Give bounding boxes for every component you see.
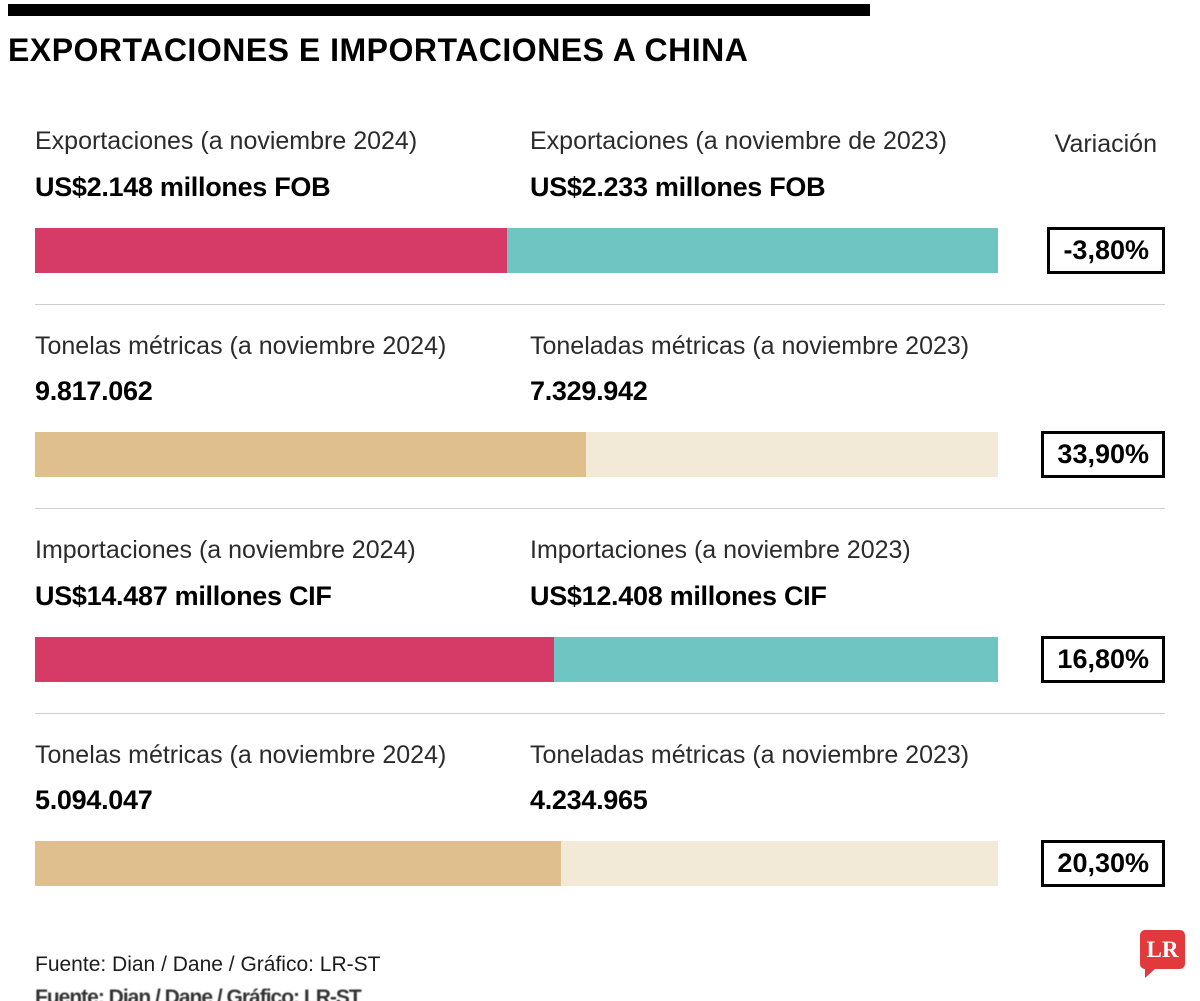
value-2024: US$14.487 millones CIF (35, 580, 332, 611)
bar-line: 20,30% (35, 840, 1165, 887)
bar-line: 16,80% (35, 635, 1165, 683)
chart-row: Importaciones (a noviembre 2024) US$14.4… (35, 508, 1165, 713)
label-2024: Importaciones (a noviembre 2024) (35, 536, 416, 564)
variation-badge: 20,30% (1041, 840, 1165, 887)
chart-rows: Exportaciones (a noviembre 2024) US$2.14… (35, 100, 1165, 917)
label-2023: Exportaciones (a noviembre de 2023) (530, 127, 947, 155)
bar-segment-2023 (586, 432, 998, 477)
value-2023: US$2.233 millones FOB (530, 171, 826, 202)
label-2023: Importaciones (a noviembre 2023) (530, 536, 911, 564)
col-2023: Toneladas métricas (a noviembre 2023) 4.… (530, 740, 1165, 817)
col-2024: Tonelas métricas (a noviembre 2024) 5.09… (35, 740, 530, 817)
label-2024: Tonelas métricas (a noviembre 2024) (35, 331, 447, 360)
bar-segment-2023 (507, 227, 998, 273)
chart-row: Tonelas métricas (a noviembre 2024) 9.81… (35, 303, 1165, 509)
row-labels: Tonelas métricas (a noviembre 2024) 5.09… (35, 740, 1165, 817)
label-2023: Toneladas métricas (a noviembre 2023) (530, 740, 970, 769)
variation-badge: -3,80% (1047, 226, 1165, 274)
value-2024: US$2.148 millones FOB (35, 171, 331, 202)
stacked-bar (35, 636, 998, 682)
lr-logo: LR (1140, 930, 1185, 978)
row-labels: Tonelas métricas (a noviembre 2024) 9.81… (35, 331, 1165, 408)
col-2024: Tonelas métricas (a noviembre 2024) 9.81… (35, 331, 530, 408)
bar-segment-2024 (35, 432, 587, 477)
row-labels: Exportaciones (a noviembre 2024) US$2.14… (35, 127, 1165, 203)
value-2023: 4.234.965 (530, 785, 648, 815)
label-2024: Tonelas métricas (a noviembre 2024) (35, 740, 447, 769)
bar-segment-2024 (35, 227, 508, 273)
variation-column-header: Variación (1054, 130, 1157, 158)
bar-segment-2023 (560, 841, 998, 886)
page-title: EXPORTACIONES E IMPORTACIONES A CHINA (8, 32, 749, 68)
col-2024: Importaciones (a noviembre 2024) US$14.4… (35, 536, 530, 612)
source-credit-artifact: Fuente: Dian / Dane / Gráfico: LR-ST (35, 986, 362, 1001)
label-2023: Toneladas métricas (a noviembre 2023) (530, 331, 970, 360)
value-2023: 7.329.942 (530, 376, 648, 406)
label-2024: Exportaciones (a noviembre 2024) (35, 127, 418, 155)
value-2023: US$12.408 millones CIF (530, 580, 827, 611)
bar-line: 33,90% (35, 431, 1165, 478)
variation-badge: 16,80% (1041, 635, 1165, 683)
variation-badge: 33,90% (1041, 431, 1165, 478)
bar-line: -3,80% (35, 226, 1165, 274)
lr-logo-text: LR (1146, 936, 1179, 962)
top-rule (8, 4, 870, 16)
stacked-bar (35, 432, 998, 477)
bar-segment-2024 (35, 841, 561, 886)
bar-segment-2024 (35, 636, 554, 682)
stacked-bar (35, 227, 998, 273)
col-2023: Exportaciones (a noviembre de 2023) US$2… (530, 127, 1165, 203)
chart-row: Exportaciones (a noviembre 2024) US$2.14… (35, 100, 1165, 304)
stacked-bar (35, 841, 998, 886)
chart-row: Tonelas métricas (a noviembre 2024) 5.09… (35, 712, 1165, 918)
col-2023: Toneladas métricas (a noviembre 2023) 7.… (530, 331, 1165, 408)
col-2023: Importaciones (a noviembre 2023) US$12.4… (530, 536, 1165, 612)
row-labels: Importaciones (a noviembre 2024) US$14.4… (35, 536, 1165, 612)
bar-segment-2023 (553, 636, 998, 682)
col-2024: Exportaciones (a noviembre 2024) US$2.14… (35, 127, 530, 203)
value-2024: 5.094.047 (35, 785, 153, 815)
source-credit: Fuente: Dian / Dane / Gráfico: LR-ST (35, 953, 381, 976)
value-2024: 9.817.062 (35, 376, 153, 406)
